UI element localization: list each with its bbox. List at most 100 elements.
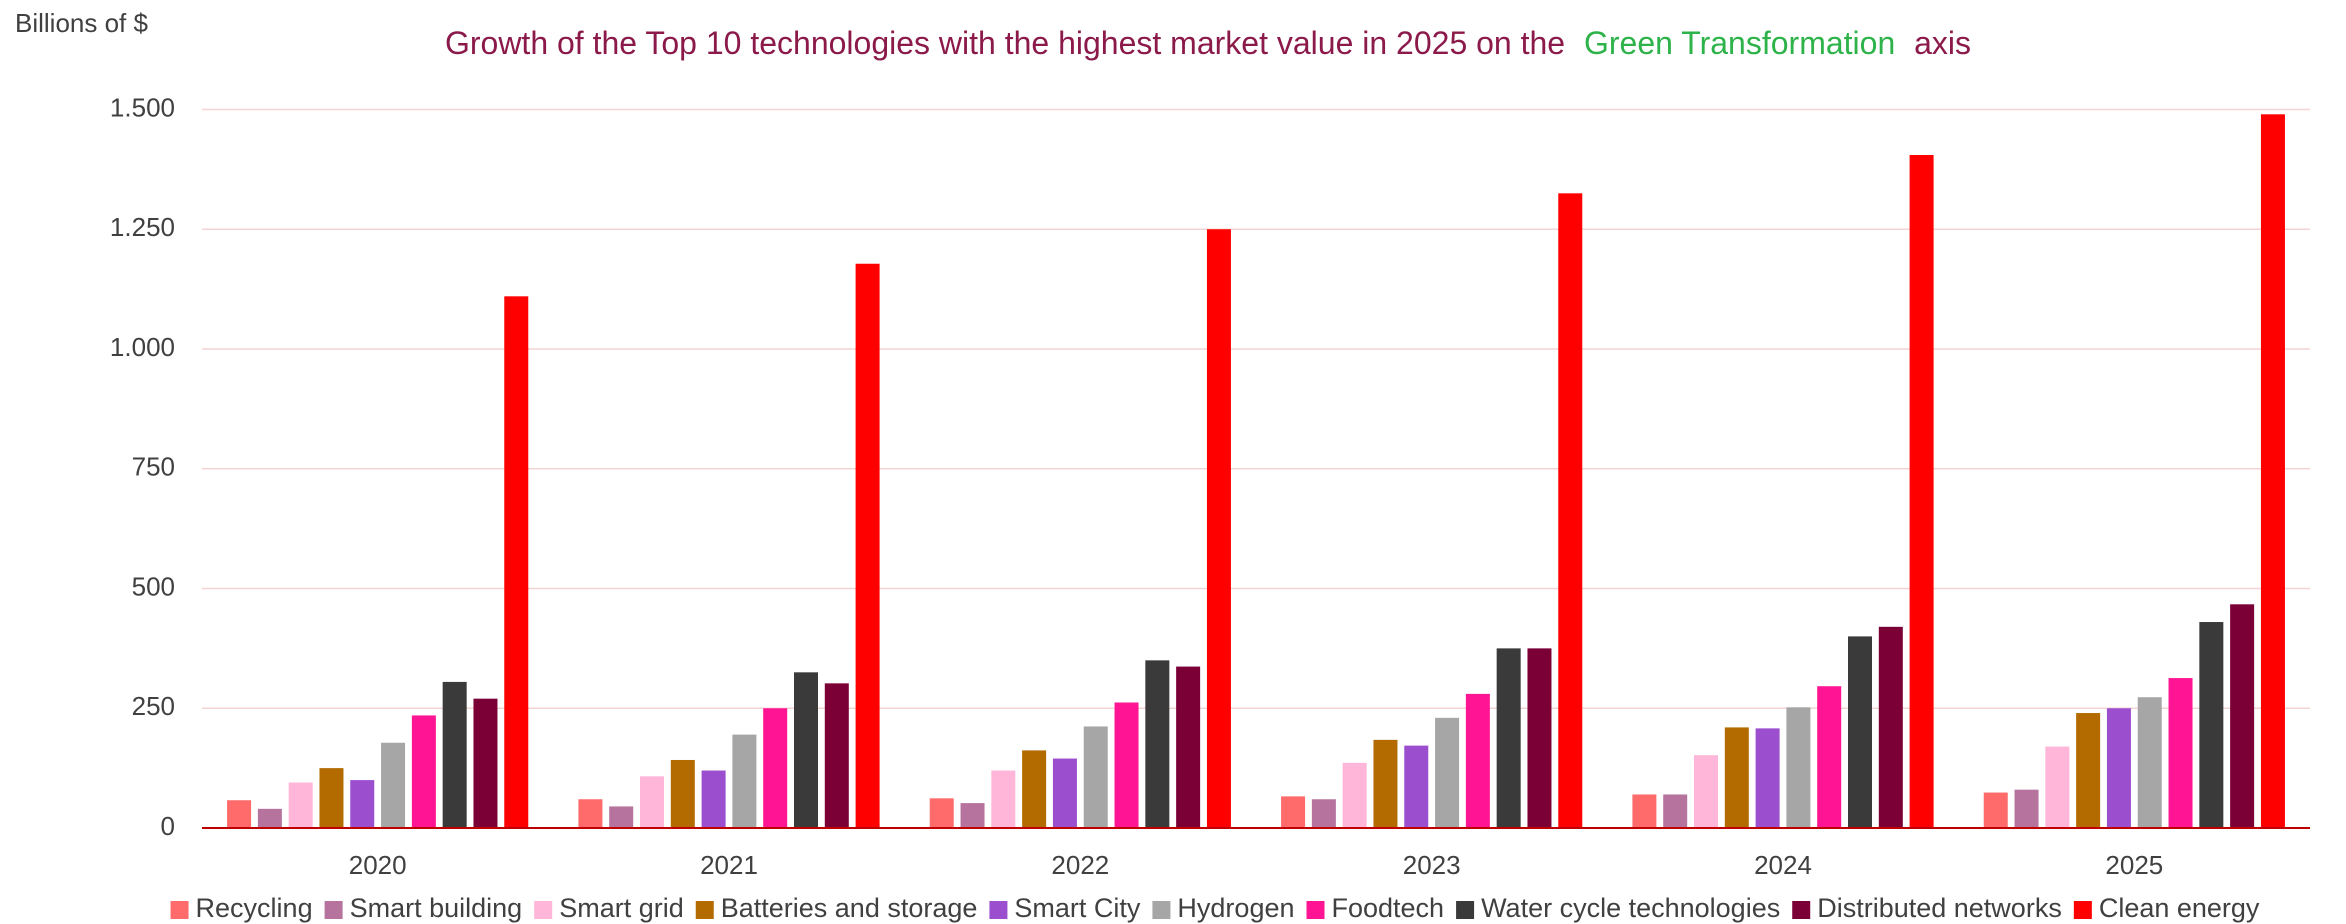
bar <box>1558 193 1583 828</box>
bar <box>2230 604 2255 828</box>
bar <box>1206 229 1231 828</box>
x-tick-label: 2023 <box>1403 850 1461 880</box>
legend-item: Hydrogen <box>1152 893 1295 923</box>
legend-label: Distributed networks <box>1817 893 2062 923</box>
legend-swatch <box>695 901 714 919</box>
bar <box>1465 693 1490 828</box>
bar <box>411 715 436 828</box>
bar <box>670 759 695 828</box>
bar <box>929 798 954 828</box>
legend-item: Recycling <box>170 893 313 923</box>
y-axis-label: Billions of $ <box>15 8 148 38</box>
bar <box>1176 666 1201 828</box>
legend-swatch <box>2073 901 2092 919</box>
title-part: Green Transformation <box>1584 25 1895 61</box>
legend-item: Foodtech <box>1306 893 1445 923</box>
legend-label: Smart grid <box>559 893 684 923</box>
y-tick-label: 500 <box>132 571 175 601</box>
bar <box>319 768 344 828</box>
x-tick-label: 2024 <box>1754 850 1812 880</box>
legend-swatch <box>1306 901 1325 919</box>
x-tick-label: 2022 <box>1051 850 1109 880</box>
bar <box>1404 745 1429 828</box>
bar <box>473 698 498 828</box>
legend-swatch <box>989 901 1008 919</box>
chart-title: Growth of the Top 10 technologies with t… <box>445 25 1971 61</box>
bar <box>1083 726 1108 828</box>
bar <box>1724 727 1749 828</box>
bar <box>991 770 1016 828</box>
bar <box>1694 755 1718 828</box>
bar <box>1786 707 1811 828</box>
bar <box>1632 794 1657 828</box>
bar <box>288 782 313 828</box>
bar <box>1052 758 1077 828</box>
bar <box>763 708 788 828</box>
bar <box>855 263 880 828</box>
y-tick-label: 750 <box>132 452 175 482</box>
bar <box>1022 750 1047 828</box>
bar <box>1909 155 1934 828</box>
bar <box>701 770 726 828</box>
legend-swatch <box>1792 901 1811 919</box>
bar <box>1878 626 1903 828</box>
legend-item: Smart City <box>989 893 1141 923</box>
legend-swatch <box>170 901 189 919</box>
bar <box>1373 739 1398 828</box>
bar <box>824 683 849 828</box>
bar <box>732 734 757 828</box>
x-tick-label: 2020 <box>349 850 407 880</box>
legend-swatch <box>1456 901 1475 919</box>
bar <box>1848 636 1872 828</box>
bar <box>2168 678 2193 828</box>
y-tick-label: 0 <box>161 811 175 841</box>
bar <box>1983 792 2008 828</box>
bar <box>1663 794 1688 828</box>
bar <box>1527 648 1552 828</box>
legend-item: Distributed networks <box>1792 893 2062 923</box>
bar <box>1114 702 1139 828</box>
title-part: Growth of the Top 10 technologies with t… <box>445 25 1565 61</box>
bar <box>1435 717 1460 828</box>
y-tick-label: 250 <box>132 691 175 721</box>
legend-label: Clean energy <box>2099 893 2260 923</box>
legend-label: Smart City <box>1014 893 1141 923</box>
title-part: axis <box>1914 25 1971 61</box>
legend-label: Recycling <box>196 893 313 923</box>
x-tick-label: 2025 <box>2105 850 2163 880</box>
bar <box>381 742 406 828</box>
bar <box>1311 799 1336 828</box>
legend-swatch <box>1152 901 1171 919</box>
bar <box>794 672 818 828</box>
bar <box>960 803 985 828</box>
bar <box>2045 746 2070 828</box>
bar <box>1281 796 1306 828</box>
bar <box>350 780 375 828</box>
legend-item: Clean energy <box>2073 893 2260 923</box>
bar <box>1817 686 1842 828</box>
bar <box>1755 728 1780 828</box>
bar <box>2260 114 2285 829</box>
bar <box>442 681 467 828</box>
bar <box>2137 697 2162 828</box>
legend-item: Batteries and storage <box>695 893 978 923</box>
bar <box>2106 708 2131 828</box>
legend-label: Water cycle technologies <box>1481 893 1780 923</box>
legend-label: Hydrogen <box>1177 893 1294 923</box>
bar <box>1145 660 1170 828</box>
bar <box>640 776 664 828</box>
bar <box>2199 622 2224 828</box>
legend-label: Foodtech <box>1332 893 1445 923</box>
legend-label: Batteries and storage <box>721 893 978 923</box>
bar <box>1496 648 1521 828</box>
x-tick-label: 2021 <box>700 850 758 880</box>
y-tick-label: 1.250 <box>110 212 175 242</box>
bar <box>578 799 603 828</box>
legend-item: Water cycle technologies <box>1456 893 1780 923</box>
bar <box>504 296 529 828</box>
legend-item: Smart building <box>324 893 522 923</box>
bar <box>2014 789 2039 828</box>
legend-swatch <box>534 901 553 919</box>
bar <box>2076 713 2101 828</box>
